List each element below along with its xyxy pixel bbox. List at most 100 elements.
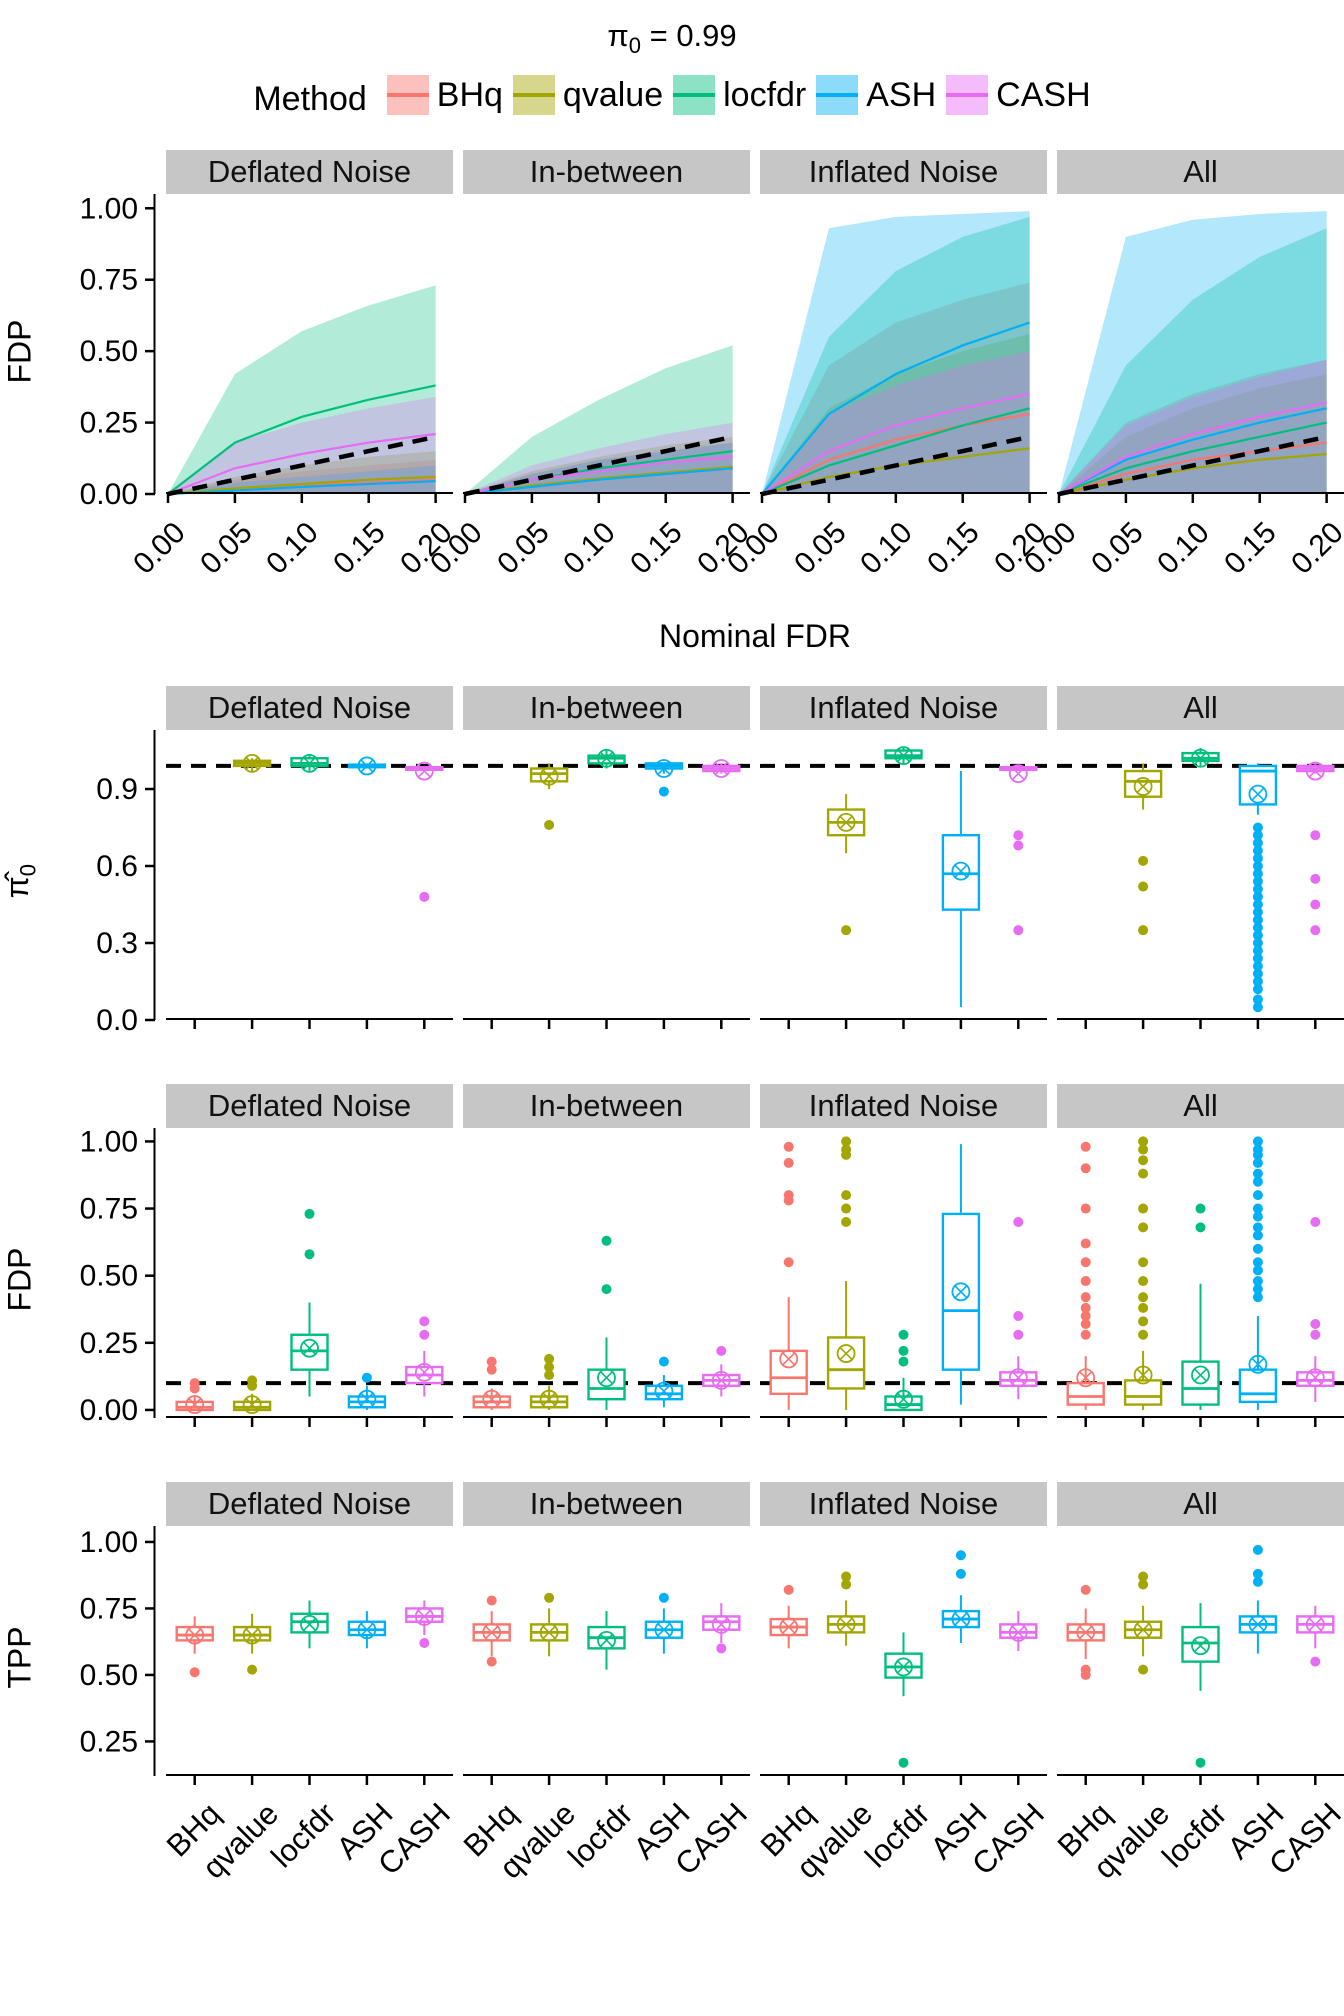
outlier-point (1138, 1222, 1149, 1233)
outlier-point (1138, 1155, 1149, 1166)
mean-marker (1191, 1365, 1210, 1385)
facet-strip-deflated-noise: Deflated Noise (166, 1482, 453, 1527)
outlier-point (1138, 1579, 1149, 1590)
boxplot-BHq (175, 1378, 214, 1415)
legend-key-swatch (816, 75, 859, 116)
line-CASH (761, 393, 1030, 496)
boxplot-locfdr (884, 1632, 923, 1768)
outlier-point (1252, 899, 1263, 910)
legend-key-swatch (946, 75, 989, 116)
outlier-point (1252, 1292, 1263, 1303)
boxplot-CASH (702, 759, 741, 779)
plot-title-symbol: π (607, 18, 629, 53)
outlier-point (601, 1284, 612, 1295)
boxplot-locfdr (290, 754, 329, 773)
boxplot-qvalue (826, 1571, 866, 1646)
mean-marker (1191, 749, 1210, 768)
boxplot-qvalue (529, 1354, 569, 1411)
facet-panel (463, 1235, 750, 1428)
outlier-point (1252, 1257, 1263, 1268)
facet-strip-inflated-noise: Inflated Noise (760, 150, 1047, 195)
x-tick-labels: BHq qvalue locfdr ASH CASH (1051, 1796, 1344, 1886)
legend-key-swatch (512, 75, 555, 116)
outlier-point (1252, 922, 1263, 933)
legend-key-swatch (673, 75, 716, 116)
boxplot-ASH (1238, 1545, 1278, 1654)
facet-panel (463, 345, 750, 504)
outlier-point (544, 1354, 555, 1365)
y-tick-label: 0.00 (80, 478, 138, 508)
y-axis-title: π̂0 (0, 864, 41, 899)
legend-item-label: CASH (996, 75, 1091, 114)
facet-strip-in-between: In-between (463, 686, 750, 731)
boxplot-BHq (769, 1585, 808, 1649)
y-axis: 0.25 0.50 0.75 1.00 (80, 1526, 156, 1777)
outlier-point (1252, 1150, 1263, 1161)
y-tick-label: 1.00 (80, 1526, 138, 1559)
outlier-point (1138, 1144, 1149, 1155)
outlier-point (1252, 1569, 1263, 1580)
y-tick-label: 0.75 (80, 1193, 138, 1226)
x-tick-labels: 0.00 0.05 0.10 0.15 0.20 (126, 516, 459, 581)
mean-marker (414, 1363, 434, 1382)
outlier-point (1252, 1230, 1263, 1241)
reference-line-identity (464, 434, 734, 497)
outlier-point (1080, 1163, 1091, 1174)
outlier-point (1138, 1329, 1149, 1340)
facet-panel (760, 1550, 1047, 1786)
facet-strip-deflated-noise: Deflated Noise (166, 150, 453, 195)
outlier-point (189, 1378, 200, 1389)
mean-marker (185, 1395, 205, 1415)
boxplot-qvalue (826, 794, 866, 936)
outlier-point (1252, 1002, 1263, 1013)
outlier-point (1252, 1158, 1263, 1169)
line-ASH (464, 467, 733, 496)
outlier-point (419, 1329, 430, 1340)
x-tick-labels: 0.00 0.05 0.10 0.15 0.20 (720, 516, 1053, 581)
facet-strip-in-between: In-between (463, 1084, 750, 1129)
y-tick-label: 0.6 (96, 850, 138, 883)
line-CASH (167, 433, 436, 496)
outlier-point (658, 1356, 669, 1367)
mean-marker (951, 861, 971, 881)
y-tick-label: 0.00 (80, 1394, 138, 1427)
outlier-point (1252, 1276, 1263, 1287)
panel-row-pi0-boxplots: π̂0 Deflated Noise In-between Inflated Nois… (0, 686, 1344, 1032)
outlier-point (1013, 840, 1024, 851)
reference-line-identity (167, 434, 437, 497)
outlier-point (1138, 1168, 1149, 1179)
facet-strip-all: All (1057, 1482, 1344, 1527)
boxplot-locfdr (587, 1611, 626, 1670)
mean-marker (836, 1615, 856, 1634)
outlier-point (1310, 925, 1321, 936)
facet-panel (1057, 211, 1344, 504)
outlier-point (841, 1571, 852, 1582)
outlier-point (716, 1643, 727, 1654)
outlier-point (1080, 1311, 1091, 1322)
y-tick-label: 0.50 (80, 1260, 138, 1293)
x-tick-labels: BHq qvalue locfdr ASH CASH (457, 1796, 755, 1886)
outlier-point (1252, 961, 1263, 972)
boxplot-qvalue (232, 754, 272, 773)
boxplot-locfdr (1181, 1203, 1220, 1411)
y-tick-label: 0.50 (80, 335, 138, 368)
outlier-point (898, 1757, 909, 1768)
boxplot-qvalue (529, 1592, 569, 1657)
outlier-point (1013, 1311, 1024, 1322)
mean-marker (654, 1381, 674, 1401)
outlier-point (544, 1592, 555, 1603)
facet-panel (1057, 1136, 1344, 1428)
outlier-point (544, 1362, 555, 1373)
outlier-point (247, 1375, 258, 1386)
outlier-point (1252, 1176, 1263, 1187)
facet-panel (1057, 748, 1344, 1030)
outlier-point (1138, 1276, 1149, 1287)
outlier-point (841, 1190, 852, 1201)
outlier-point (658, 1592, 669, 1603)
outlier-point (898, 1346, 909, 1357)
facet-panel (760, 211, 1047, 504)
mean-marker (1191, 1636, 1210, 1656)
ribbon-locfdr (465, 345, 733, 495)
ribbon-CASH (465, 422, 733, 495)
y-tick-label: 0.50 (80, 1659, 138, 1692)
